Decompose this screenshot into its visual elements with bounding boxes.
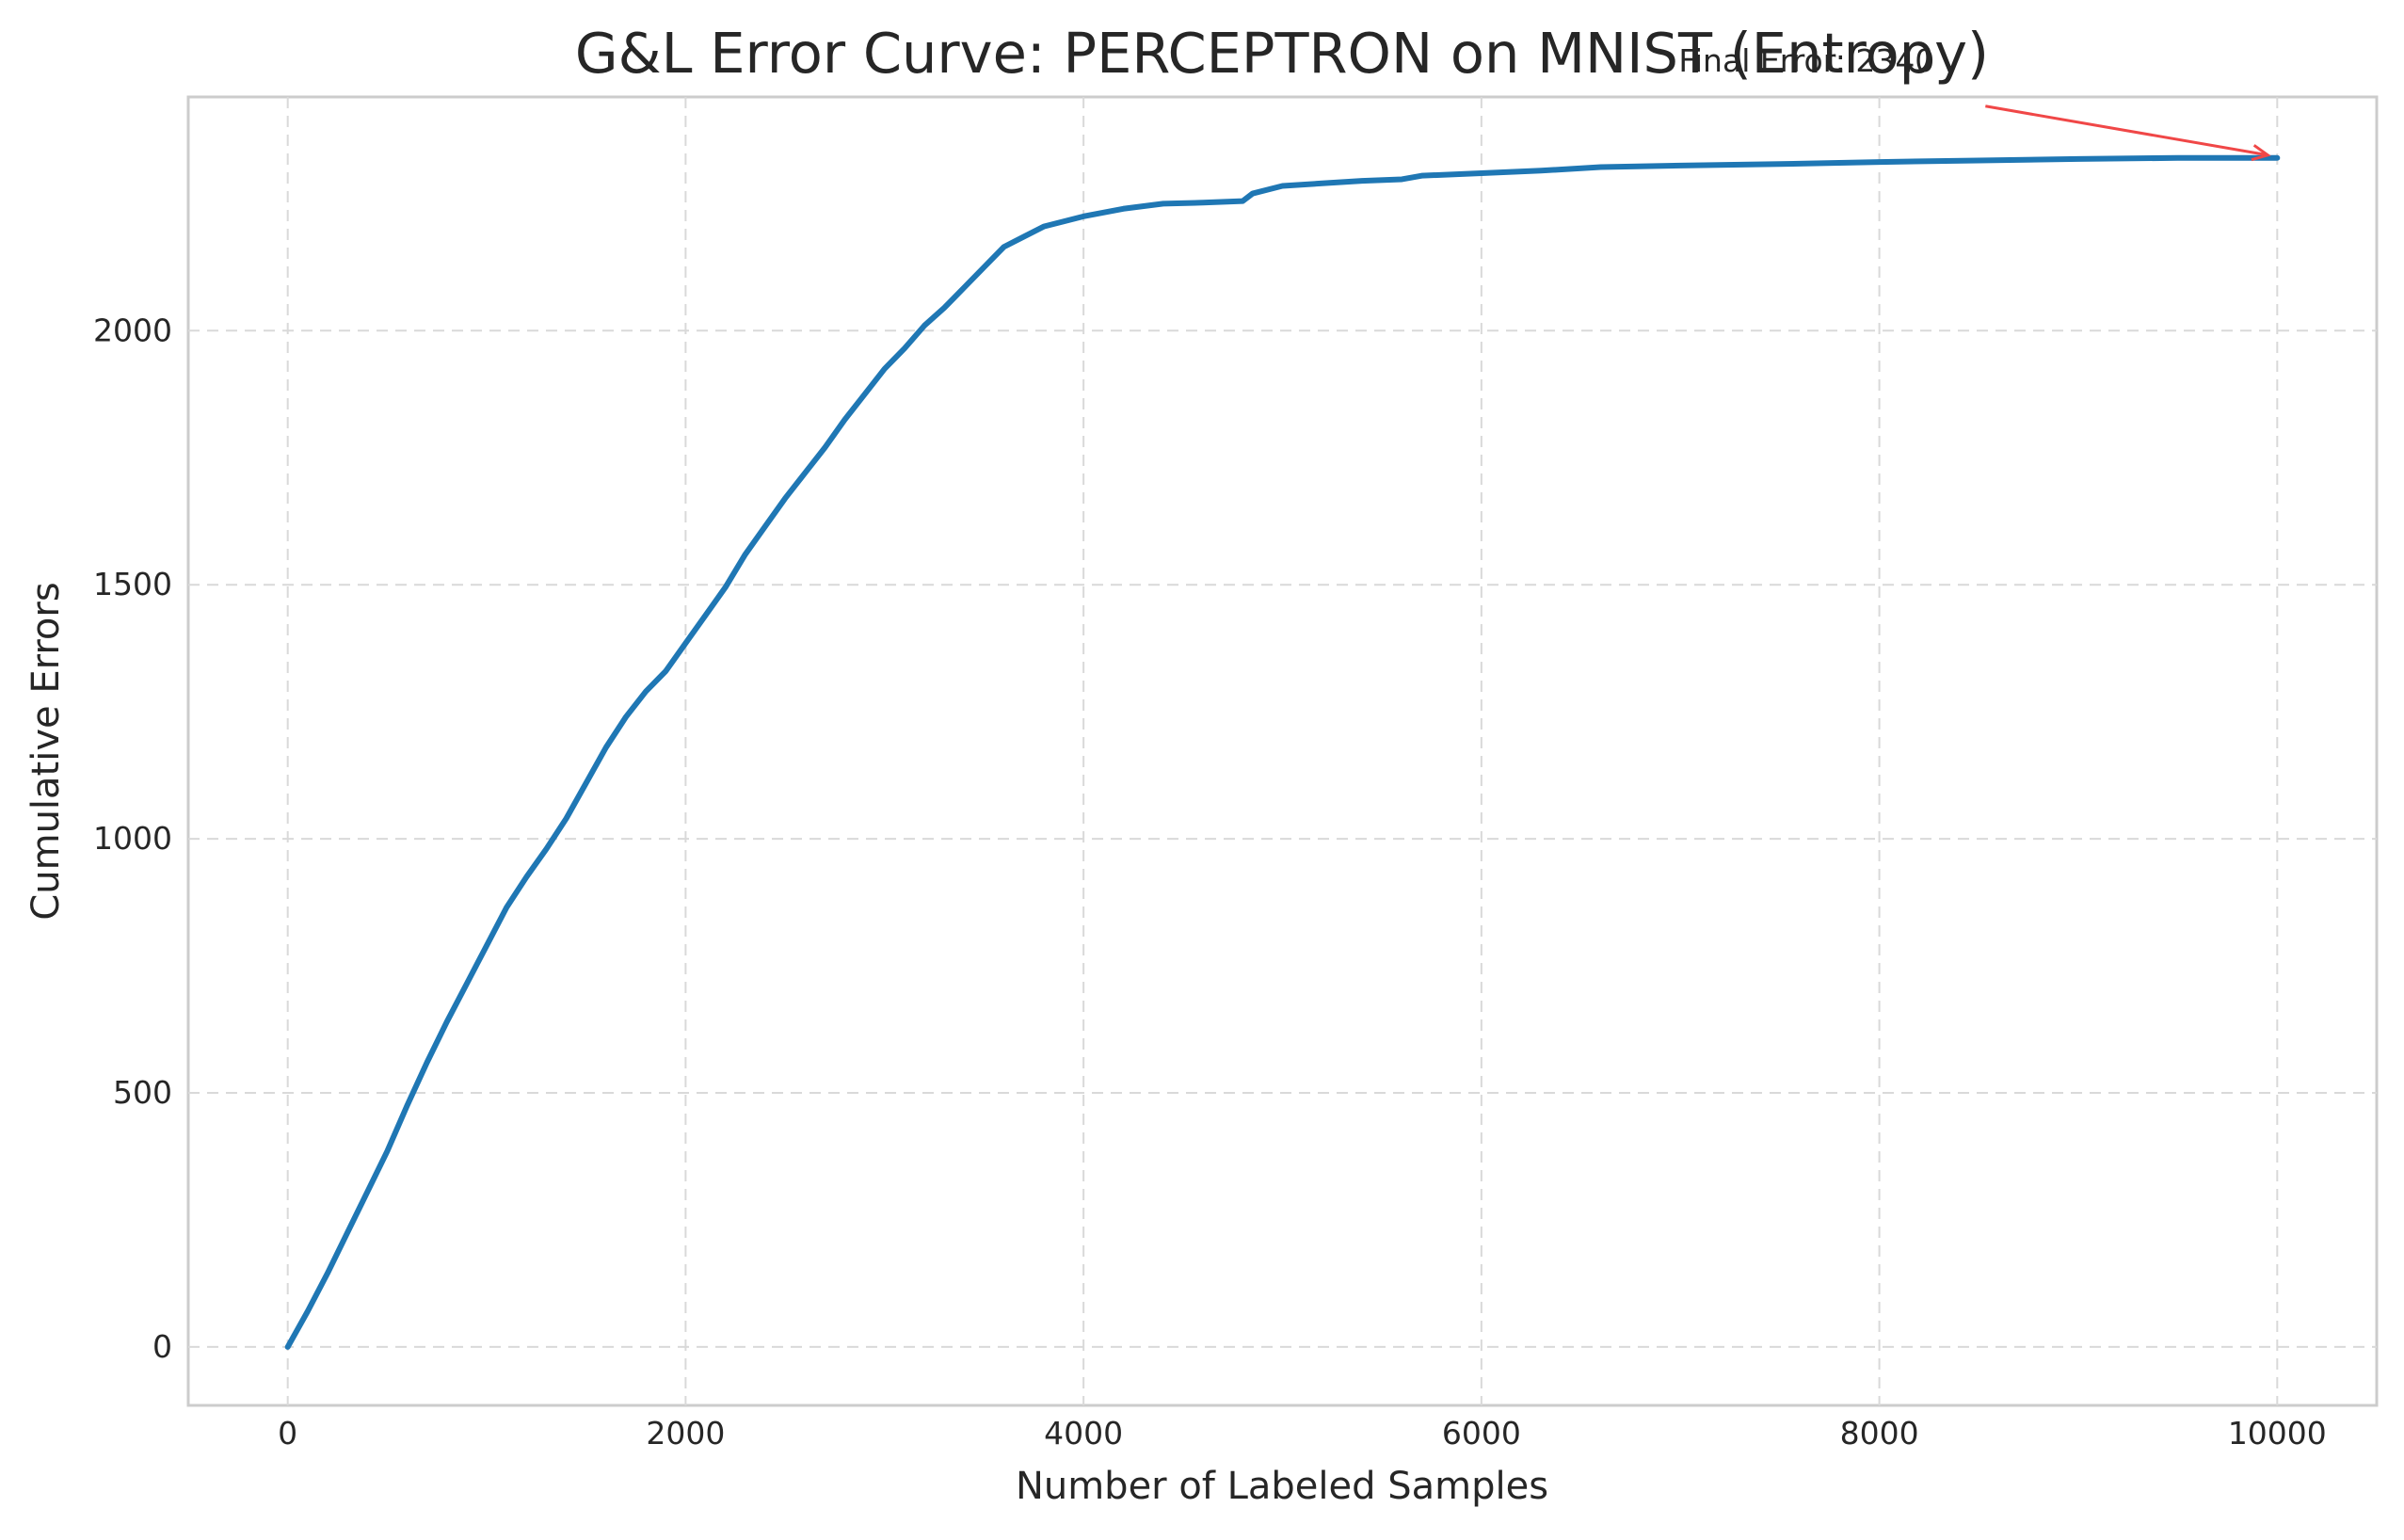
chart-title: G&L Error Curve: PERCEPTRON on MNIST (En… (575, 21, 1989, 86)
x-tick-label: 4000 (1044, 1415, 1123, 1452)
x-tick-label: 2000 (646, 1415, 725, 1452)
x-tick-label: 0 (278, 1415, 297, 1452)
annotation-text: Final Error: 2340 (1678, 42, 1934, 79)
y-tick-label: 0 (152, 1328, 172, 1365)
plot-area (186, 95, 2379, 1407)
x-axis-label: Number of Labeled Samples (1016, 1465, 1548, 1508)
series-layer (284, 154, 2281, 1350)
annotation-arrow-head (2251, 144, 2271, 162)
x-tick-label: 10000 (2228, 1415, 2327, 1452)
x-tick-label: 8000 (1840, 1415, 1919, 1452)
grid-lines (188, 97, 2377, 1405)
error-curve-line (284, 154, 2281, 1350)
y-tick-label: 2000 (93, 312, 172, 348)
tick-labels: 0 2000 4000 6000 8000 10000 0 500 1000 1500 2000 (93, 312, 2327, 1452)
y-tick-label: 1000 (93, 820, 172, 857)
annotation-arrow-line (1985, 104, 2268, 157)
y-axis-label: Cumulative Errors (24, 582, 68, 920)
y-tick-label: 500 (113, 1074, 172, 1111)
annotation-layer: Final Error: 2340 (1678, 42, 2271, 162)
x-tick-label: 6000 (1442, 1415, 1521, 1452)
y-tick-label: 1500 (93, 566, 172, 602)
